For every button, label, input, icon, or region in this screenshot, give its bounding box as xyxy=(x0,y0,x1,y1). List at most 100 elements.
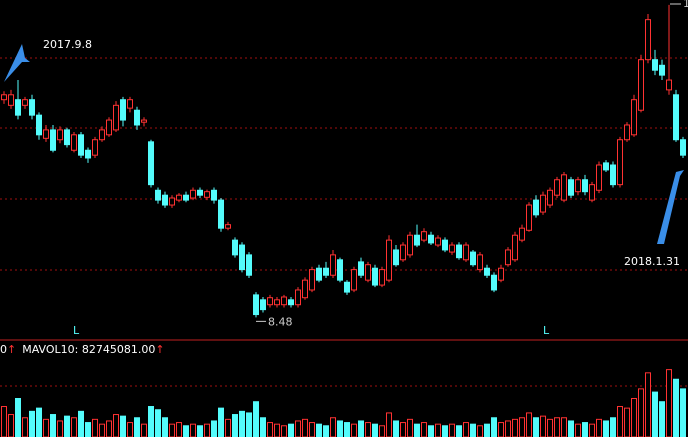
volume-bar xyxy=(442,425,448,437)
candle-body xyxy=(379,269,385,286)
candle-body xyxy=(652,59,658,71)
volume-bar xyxy=(470,423,476,437)
candle-body xyxy=(71,134,77,151)
candle-body xyxy=(323,267,329,276)
volume-bar xyxy=(673,378,679,437)
candle-body xyxy=(484,267,490,276)
volume-bar xyxy=(568,420,574,437)
volume-bar xyxy=(134,417,140,437)
volume-bar xyxy=(43,418,49,437)
volume-bar xyxy=(561,417,567,437)
indicator-part: ↑ xyxy=(155,343,164,356)
candle-body xyxy=(197,189,203,196)
candle-body xyxy=(57,129,63,141)
volume-bar xyxy=(309,422,315,437)
volume-bar xyxy=(260,417,266,437)
candle-body xyxy=(442,239,448,251)
candle-body xyxy=(400,244,406,261)
volume-bar xyxy=(596,418,602,437)
volume-bar xyxy=(491,417,497,437)
candle-body xyxy=(568,179,574,196)
volume-bar xyxy=(540,415,546,437)
candle-body xyxy=(204,191,210,198)
candle-body xyxy=(43,129,49,139)
volume-bar xyxy=(519,417,525,437)
volume-bar xyxy=(505,420,511,437)
candle-body xyxy=(428,234,434,244)
indicator-label: 0↑ MAVOL10: 82745081.00↑ xyxy=(0,343,165,356)
volume-bar xyxy=(617,406,623,437)
volume-bar xyxy=(274,423,280,437)
candle-body xyxy=(624,124,630,141)
candle-body xyxy=(15,99,21,116)
volume-bar xyxy=(176,422,182,437)
volume-bar xyxy=(547,418,553,437)
volume-bar xyxy=(197,425,203,437)
volume-bar xyxy=(92,418,98,437)
candle-body xyxy=(162,194,168,206)
volume-bar xyxy=(267,422,273,437)
candle-body xyxy=(610,164,616,186)
volume-bar xyxy=(435,423,441,437)
candle-body xyxy=(85,149,91,159)
candle-body xyxy=(645,19,651,61)
candle-body xyxy=(365,264,371,281)
volume-bar xyxy=(246,412,252,437)
volume-bar xyxy=(288,423,294,437)
candle-body xyxy=(358,261,364,276)
indicator-part: MAVOL10: 82745081.00 xyxy=(22,343,155,356)
volume-bar xyxy=(113,414,119,437)
candle-body xyxy=(106,119,112,136)
candle-body xyxy=(372,267,378,286)
volume-bar xyxy=(71,417,77,437)
candle-body xyxy=(603,162,609,171)
volume-bar xyxy=(106,420,112,437)
volume-bar xyxy=(526,412,532,437)
candle-body xyxy=(505,249,511,266)
volume-bar xyxy=(302,418,308,437)
candle-body xyxy=(470,251,476,266)
volume-bar xyxy=(204,423,210,437)
candle-body xyxy=(1,94,7,101)
candle-body xyxy=(309,269,315,291)
candle-body xyxy=(449,244,455,253)
volume-bar xyxy=(337,420,343,437)
candle-body xyxy=(169,197,175,206)
volume-bar xyxy=(253,401,259,437)
volume-bar xyxy=(512,418,518,437)
annotation: L xyxy=(73,324,80,337)
volume-bar xyxy=(323,425,329,437)
volume-bar xyxy=(148,406,154,437)
volume-bar xyxy=(666,369,672,437)
candle-body xyxy=(225,224,231,229)
volume-bar xyxy=(330,417,336,437)
low-label: 8.48 xyxy=(268,315,293,328)
candle-body xyxy=(680,139,686,156)
candle-body xyxy=(253,294,259,316)
volume-bar xyxy=(379,425,385,437)
candle-body xyxy=(183,194,189,201)
candle-body xyxy=(337,259,343,281)
candle-body xyxy=(344,281,350,293)
candle-body xyxy=(477,254,483,271)
candle-body xyxy=(673,94,679,141)
volume-bar xyxy=(155,409,161,437)
candle-body xyxy=(211,189,217,201)
volume-bar xyxy=(659,401,665,437)
candle-body xyxy=(176,194,182,201)
candle-body xyxy=(575,179,581,193)
volume-bar xyxy=(680,388,686,437)
volume-bar xyxy=(85,422,91,437)
candle-body xyxy=(638,59,644,111)
candle-body xyxy=(22,99,28,106)
candle-body xyxy=(92,139,98,156)
volume-bar xyxy=(225,418,231,437)
volume-bar xyxy=(400,422,406,437)
volume-bar xyxy=(316,423,322,437)
volume-bar xyxy=(386,412,392,437)
candle-body xyxy=(491,274,497,291)
candle-body xyxy=(155,189,161,201)
volume-bar xyxy=(582,422,588,437)
candle-body xyxy=(589,184,595,201)
